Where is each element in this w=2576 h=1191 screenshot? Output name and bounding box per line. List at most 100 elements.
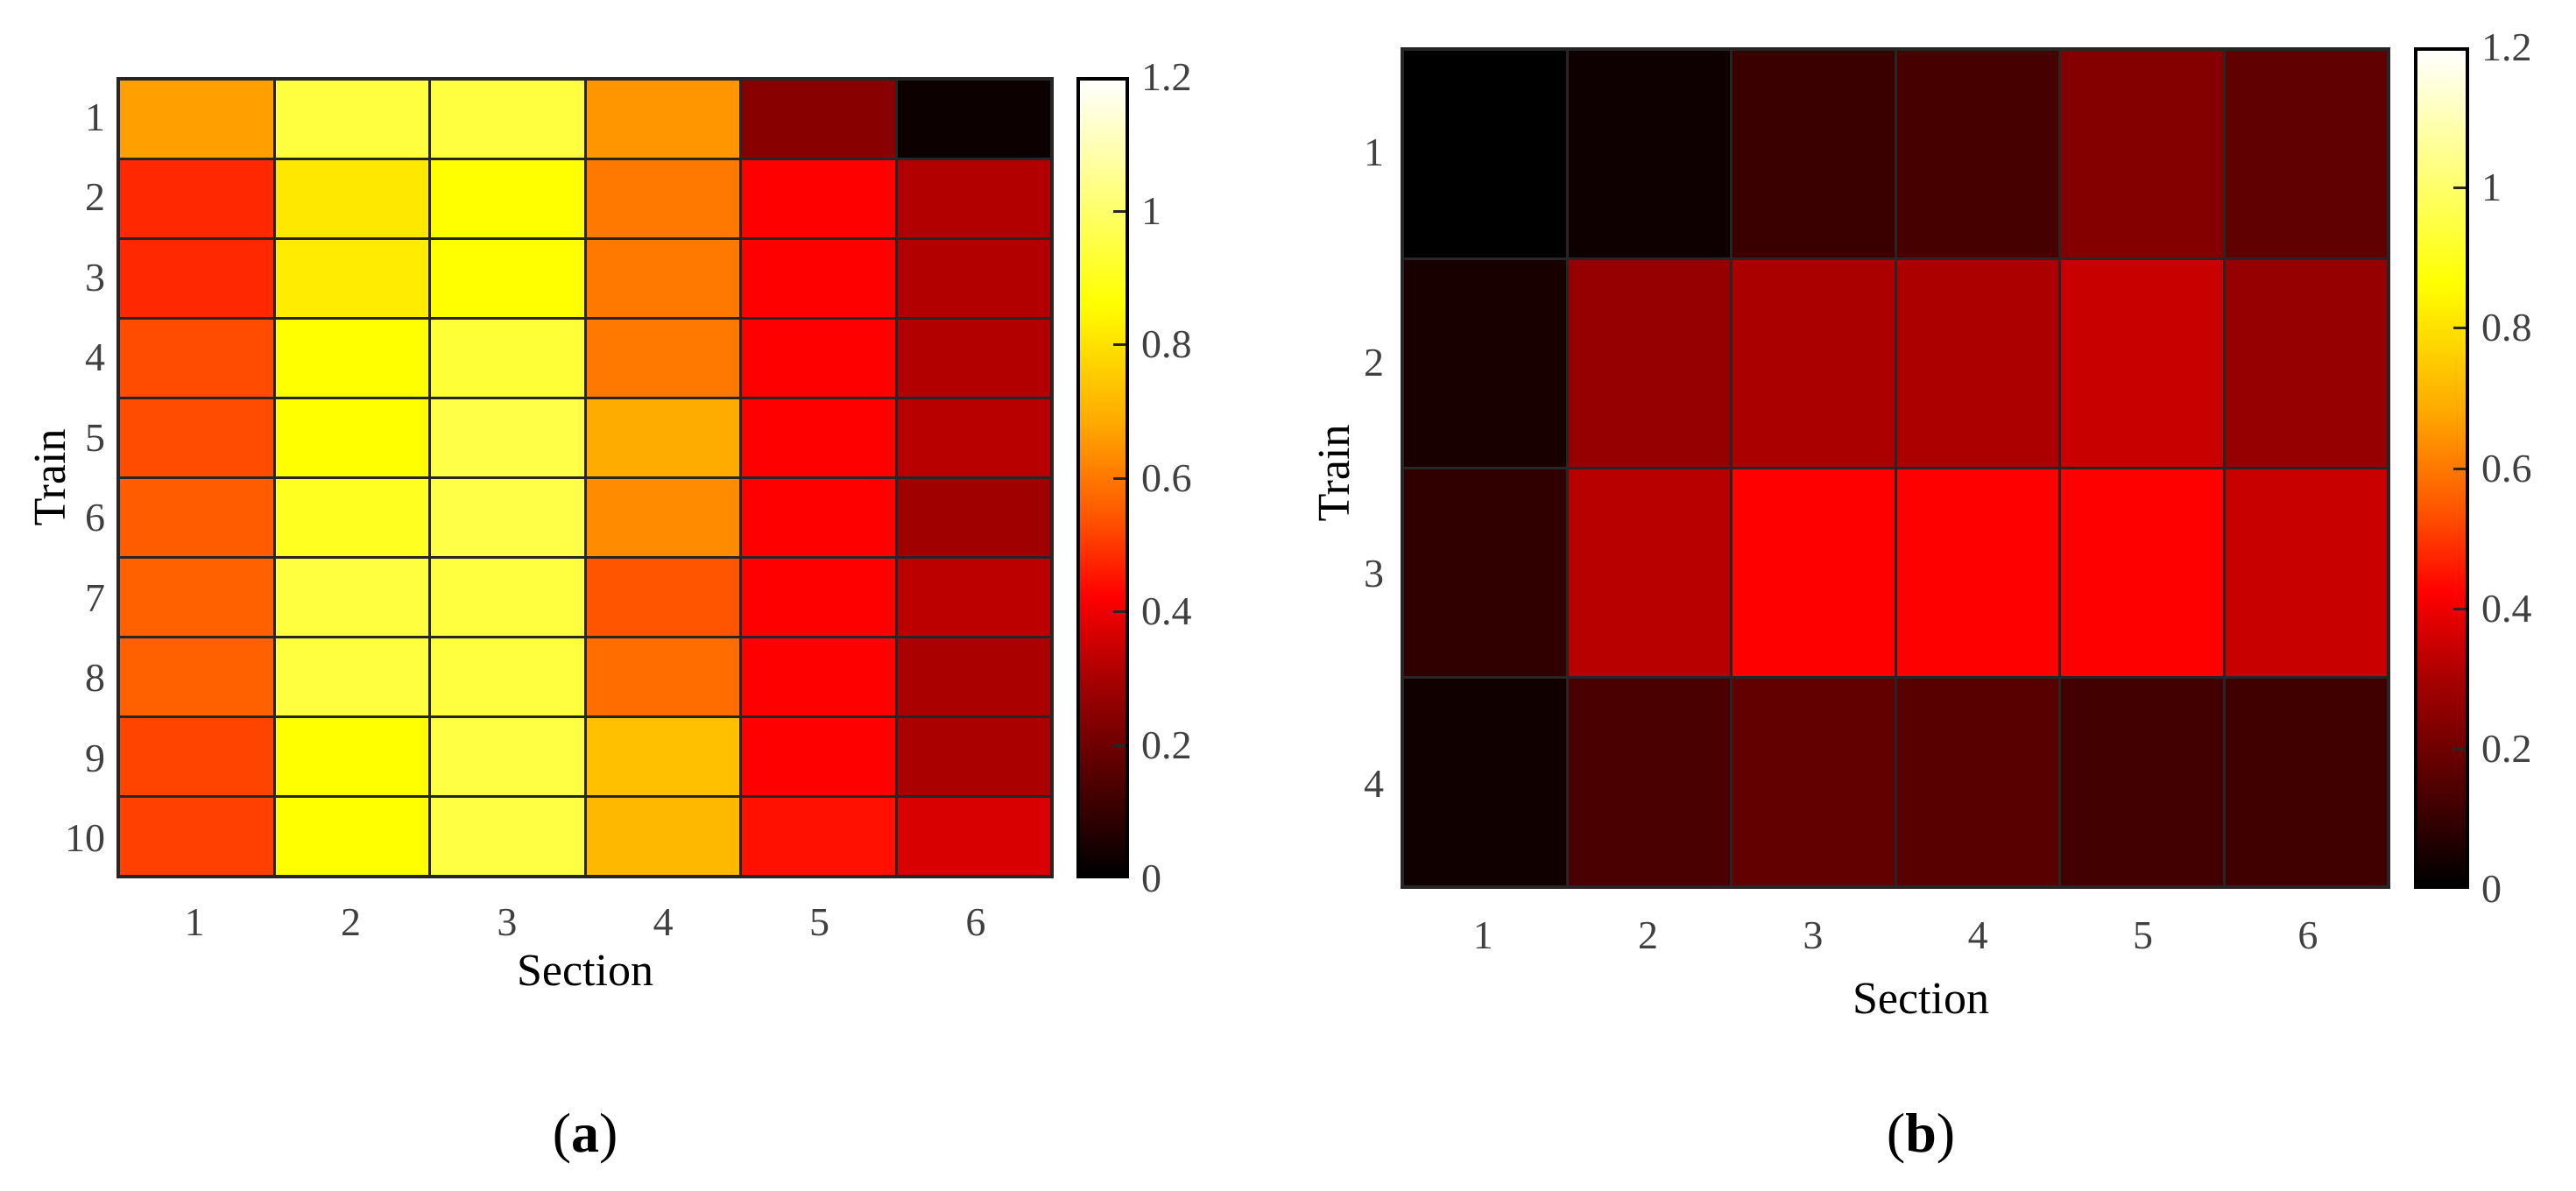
colorbar-tick-label: 0.6 [1141, 455, 1192, 500]
heatmap-cell [120, 240, 273, 317]
colorbar-tick-mark [1113, 476, 1126, 480]
heatmap-cell [275, 479, 428, 556]
caption-close-paren: ) [599, 1102, 618, 1164]
heatmap-cell [1404, 469, 1566, 676]
x-tick-label: 3 [1803, 913, 1824, 957]
heatmap-cell [742, 798, 895, 875]
heatmap-cell [742, 638, 895, 715]
colorbar-tick-mark [1113, 743, 1126, 747]
heatmap-cell [1896, 260, 2058, 467]
heatmap-cell [897, 240, 1050, 317]
y-tick-label: 10 [65, 815, 105, 861]
heatmap-cell [275, 81, 428, 158]
y-tick-label: 1 [85, 94, 105, 139]
colorbar [1076, 77, 1129, 878]
caption-open-paren: ( [552, 1102, 571, 1164]
panel-caption: (a) [553, 1105, 618, 1161]
heatmap-cell [586, 638, 739, 715]
heatmap-cell [275, 160, 428, 237]
heatmap-cell [275, 718, 428, 795]
heatmap-cell [586, 479, 739, 556]
x-tick-label: 1 [1472, 913, 1493, 957]
y-tick-label: 4 [1364, 760, 1384, 806]
x-tick-label: 6 [2297, 913, 2318, 957]
heatmap-cell [897, 320, 1050, 397]
heatmap-cell [742, 81, 895, 158]
heatmap-cell [431, 638, 584, 715]
y-axis-label: Train [1309, 424, 1359, 522]
heatmap-cell [1733, 469, 1895, 676]
heatmap-cell [120, 320, 273, 397]
heatmap-cell [1568, 679, 1730, 885]
x-tick-label: 2 [1638, 913, 1658, 957]
heatmap-cell [742, 320, 895, 397]
heatmap-cell [742, 559, 895, 636]
colorbar-tick-mark [2453, 747, 2466, 751]
caption-close-paren: ) [1936, 1102, 1956, 1164]
y-tick-label: 6 [85, 495, 105, 540]
heatmap-cell [275, 638, 428, 715]
caption-letter: a [571, 1102, 599, 1164]
y-tick-label: 3 [1364, 550, 1384, 596]
heatmap-cell [2225, 260, 2387, 467]
heatmap-cell [742, 160, 895, 237]
heatmap-cell [431, 320, 584, 397]
caption-letter: b [1905, 1102, 1937, 1164]
colorbar-tick-label: 0.8 [1141, 321, 1192, 366]
colorbar-tick-label: 0.2 [1141, 722, 1192, 767]
heatmap-cell [120, 638, 273, 715]
colorbar [2414, 47, 2469, 889]
y-tick-label: 1 [1364, 130, 1384, 175]
colorbar-tick-mark [2453, 187, 2466, 190]
heatmap-cell [275, 798, 428, 875]
heatmap-cell [742, 240, 895, 317]
heatmap-cell [1404, 679, 1566, 885]
heatmap-cell [431, 479, 584, 556]
heatmap-cell [431, 798, 584, 875]
heatmap-cell [586, 160, 739, 237]
y-tick-label: 3 [85, 254, 105, 300]
colorbar-tick-mark [2453, 607, 2466, 610]
heatmap-cell [586, 81, 739, 158]
colorbar-tick-label: 1 [1141, 187, 1161, 233]
heatmap-cell [120, 479, 273, 556]
heatmap-cell [1404, 260, 1566, 467]
y-tick-label: 7 [85, 574, 105, 620]
heatmap-cell [897, 559, 1050, 636]
heatmap-cell [120, 399, 273, 476]
heatmap-cell [897, 479, 1050, 556]
colorbar-tick-label: 0.4 [2481, 585, 2532, 631]
x-axis-label: Section [517, 946, 653, 996]
y-tick-label: 2 [1364, 340, 1384, 385]
heatmap-cell [2061, 679, 2223, 885]
heatmap-cell [1733, 260, 1895, 467]
caption-open-paren: ( [1886, 1102, 1906, 1164]
x-tick-label: 1 [184, 899, 205, 944]
heatmap-cell [431, 160, 584, 237]
heatmap-cell [586, 559, 739, 636]
heatmap-cell [742, 399, 895, 476]
colorbar-tick-label: 0.2 [2481, 725, 2532, 771]
heatmap-cell [2061, 469, 2223, 676]
colorbar-tick-mark [1113, 610, 1126, 613]
heatmap-cell [586, 798, 739, 875]
y-tick-label: 9 [85, 735, 105, 780]
heatmap-cell [1404, 51, 1566, 257]
heatmap-grid [1401, 47, 2390, 889]
heatmap-cell [586, 718, 739, 795]
heatmap-cell [431, 81, 584, 158]
heatmap-cell [897, 798, 1050, 875]
heatmap-cell [2225, 51, 2387, 257]
heatmap-cell [431, 559, 584, 636]
heatmap-cell [1733, 679, 1895, 885]
heatmap-cell [2061, 51, 2223, 257]
x-axis-label: Section [1853, 974, 1989, 1024]
heatmap-cell [120, 81, 273, 158]
heatmap-cell [275, 320, 428, 397]
heatmap-cell [2225, 469, 2387, 676]
heatmap-cell [275, 240, 428, 317]
heatmap-cell [897, 638, 1050, 715]
heatmap-cell [1896, 51, 2058, 257]
heatmap-cell [586, 399, 739, 476]
